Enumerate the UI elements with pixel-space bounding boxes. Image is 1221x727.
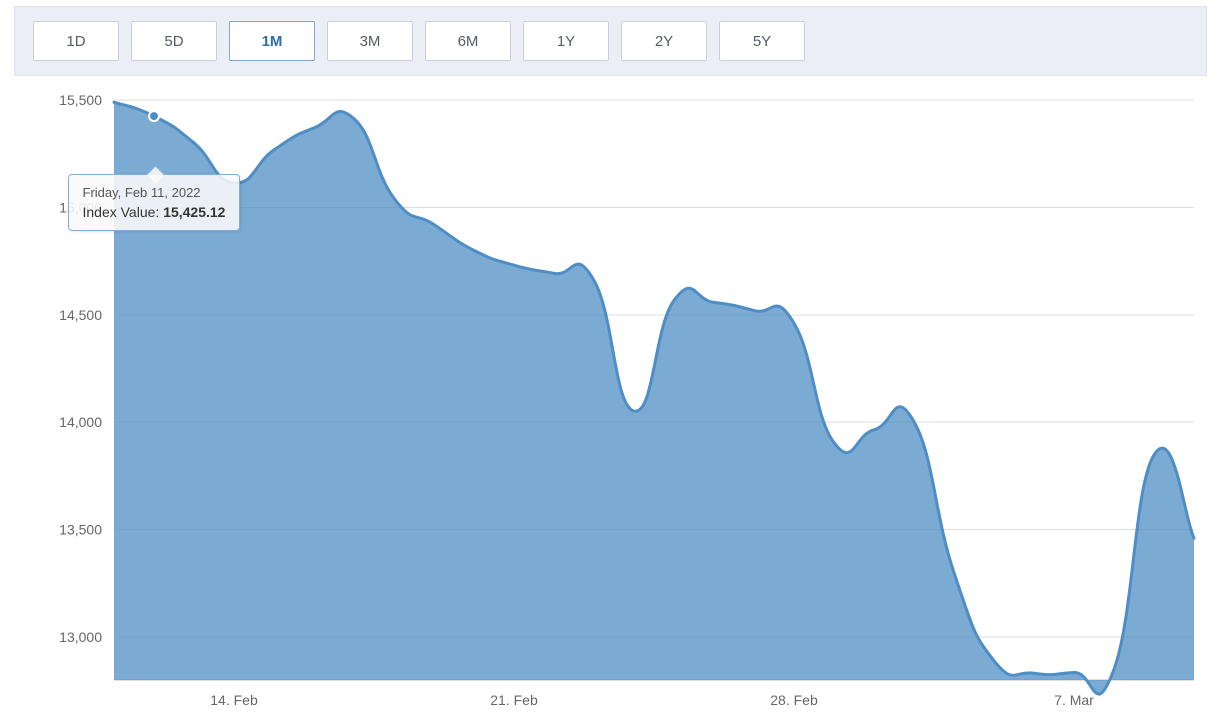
page-root: 1D 5D 1M 3M 6M 1Y 2Y 5Y 13,000 13,500 14,000 14,50… <box>0 0 1221 727</box>
range-button-5d[interactable]: 5D <box>131 21 217 61</box>
x-axis-label: 7. Mar <box>1054 692 1094 708</box>
range-button-1d[interactable]: 1D <box>33 21 119 61</box>
y-axis-label: 13,500 <box>59 522 102 538</box>
y-axis-label: 15,500 <box>59 92 102 108</box>
chart-container: 13,000 13,500 14,000 14,500 15,000 15,500 14. … <box>14 90 1207 721</box>
time-range-toolbar: 1D 5D 1M 3M 6M 1Y 2Y 5Y <box>14 6 1207 76</box>
range-button-3m[interactable]: 3M <box>327 21 413 61</box>
range-button-6m[interactable]: 6M <box>425 21 511 61</box>
range-button-5y[interactable]: 5Y <box>719 21 805 61</box>
range-button-1y[interactable]: 1Y <box>523 21 609 61</box>
range-button-2y[interactable]: 2Y <box>621 21 707 61</box>
y-axis-label: 14,000 <box>59 414 102 430</box>
range-button-1m[interactable]: 1M <box>229 21 315 61</box>
x-axis-label: 28. Feb <box>770 692 818 708</box>
x-axis-label: 21. Feb <box>490 692 538 708</box>
y-axis-label: 13,000 <box>59 629 102 645</box>
index-chart[interactable]: 13,000 13,500 14,000 14,500 15,000 15,500 14. … <box>14 90 1207 721</box>
y-axis-label: 15,000 <box>59 199 102 215</box>
series-area <box>114 102 1194 694</box>
hover-marker <box>149 111 159 121</box>
y-axis-label: 14,500 <box>59 307 102 323</box>
x-axis-label: 14. Feb <box>210 692 258 708</box>
